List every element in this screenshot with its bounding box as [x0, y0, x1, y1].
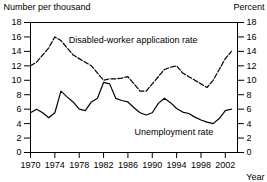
svg-text:12: 12 — [11, 61, 21, 71]
svg-text:1990: 1990 — [142, 160, 162, 170]
svg-text:Year: Year — [246, 172, 264, 182]
svg-text:10: 10 — [11, 75, 21, 85]
svg-text:18: 18 — [11, 17, 21, 27]
svg-text:0: 0 — [247, 147, 252, 157]
svg-text:Disabled-worker application ra: Disabled-worker application rate — [69, 35, 198, 45]
svg-text:14: 14 — [11, 46, 21, 56]
svg-text:6: 6 — [16, 104, 21, 114]
svg-text:8: 8 — [16, 90, 21, 100]
svg-text:4: 4 — [247, 118, 252, 128]
svg-text:14: 14 — [247, 46, 257, 56]
svg-text:1986: 1986 — [118, 160, 138, 170]
svg-text:16: 16 — [247, 32, 257, 42]
svg-text:0: 0 — [16, 147, 21, 157]
svg-text:2002: 2002 — [215, 160, 235, 170]
svg-text:Unemployment rate: Unemployment rate — [135, 127, 214, 137]
svg-text:1998: 1998 — [191, 160, 211, 170]
svg-text:1970: 1970 — [20, 160, 40, 170]
svg-text:1982: 1982 — [94, 160, 114, 170]
svg-text:1978: 1978 — [69, 160, 89, 170]
svg-text:1974: 1974 — [45, 160, 65, 170]
svg-text:6: 6 — [247, 104, 252, 114]
svg-text:2: 2 — [16, 133, 21, 143]
svg-text:4: 4 — [16, 118, 21, 128]
svg-text:16: 16 — [11, 32, 21, 42]
svg-text:10: 10 — [247, 75, 257, 85]
svg-text:1994: 1994 — [167, 160, 187, 170]
svg-text:Percent: Percent — [233, 2, 265, 12]
svg-text:18: 18 — [247, 17, 257, 27]
svg-text:12: 12 — [247, 61, 257, 71]
svg-text:2: 2 — [247, 133, 252, 143]
svg-text:8: 8 — [247, 90, 252, 100]
svg-text:Number per thousand: Number per thousand — [4, 2, 91, 12]
